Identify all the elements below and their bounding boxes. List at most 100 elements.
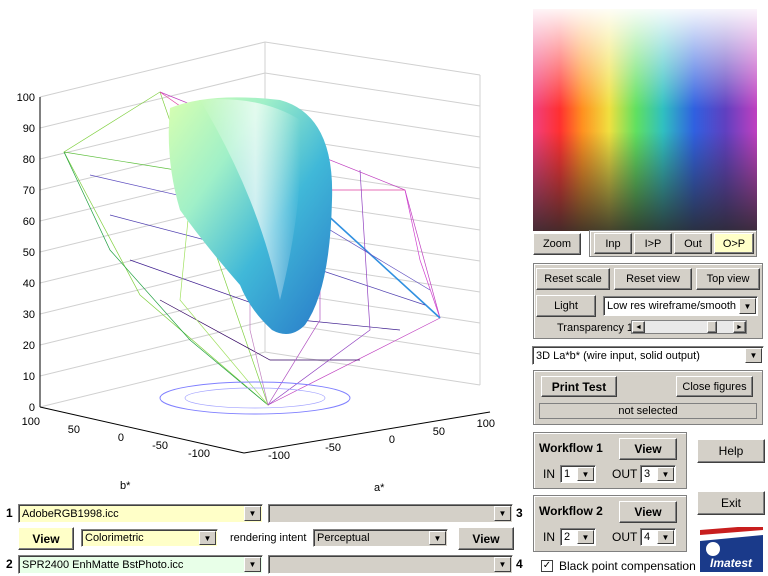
b-tick-label: 100	[22, 416, 40, 428]
b-tick-label: 0	[118, 432, 124, 444]
workflow2-in-value: 2	[564, 531, 571, 543]
black-point-checkbox[interactable]: ✓	[541, 560, 553, 572]
slider-left-arrow-icon[interactable]: ◄	[632, 321, 645, 333]
chevron-down-icon[interactable]: ▼	[494, 506, 511, 521]
gamut-3d-plot[interactable]: 0 10 20 30 40 50 60 70 80 90 100 100 50 0 -50 -100 -10…	[0, 0, 525, 500]
a-tick-label: -50	[325, 442, 341, 454]
intent-right-select[interactable]: Perceptual ▼	[313, 529, 448, 547]
z-tick-label: 80	[23, 154, 35, 166]
tab-inp[interactable]: Inp	[594, 233, 632, 254]
a-tick-label: 0	[389, 434, 395, 446]
tab-o-to-p[interactable]: O>P	[714, 233, 754, 254]
color-map-preview	[533, 9, 757, 231]
exit-button[interactable]: Exit	[697, 491, 765, 515]
zoom-button[interactable]: Zoom	[533, 233, 581, 255]
z-axis-ticks: 0 10 20 30 40 50 60 70 80 90 100	[17, 92, 35, 414]
workflow1-in-select[interactable]: 1 ▼	[560, 465, 596, 483]
render-mode-select[interactable]: Low res wireframe/smooth ▼	[603, 296, 758, 316]
help-button[interactable]: Help	[697, 439, 765, 463]
workflow1-out-value: 3	[644, 468, 651, 480]
workflow2-title: Workflow 2	[539, 504, 603, 518]
gamut-floor-projection	[159, 381, 351, 415]
plot-axes	[39, 97, 491, 454]
z-tick-label: 90	[23, 123, 35, 135]
b-axis-label: b*	[120, 480, 131, 492]
chevron-down-icon[interactable]: ▼	[199, 531, 216, 545]
profile-2-number: 2	[6, 557, 13, 571]
b-tick-label: -50	[152, 440, 168, 452]
print-test-button[interactable]: Print Test	[541, 376, 617, 397]
chevron-down-icon[interactable]: ▼	[745, 348, 762, 363]
output-profile-4-select[interactable]: ▼	[268, 555, 513, 574]
tab-i-to-p[interactable]: I>P	[634, 233, 672, 254]
input-profile-1-select[interactable]: AdobeRGB1998.icc ▼	[18, 504, 263, 523]
intent-left-select[interactable]: Colorimetric ▼	[81, 529, 218, 547]
imatest-logo-graphic	[700, 527, 763, 556]
a-tick-label: -100	[268, 450, 290, 462]
workflow2-out-label: OUT	[612, 530, 638, 544]
view-left-button[interactable]: View	[18, 527, 74, 550]
tab-out[interactable]: Out	[674, 233, 712, 254]
chevron-down-icon[interactable]: ▼	[577, 467, 594, 481]
view-right-button[interactable]: View	[458, 527, 514, 550]
view-mode-value: 3D La*b* (wire input, solid output)	[536, 349, 700, 362]
z-tick-label: 10	[23, 371, 35, 383]
chevron-down-icon[interactable]: ▼	[577, 530, 594, 544]
chevron-down-icon[interactable]: ▼	[657, 530, 674, 544]
input-profile-2-select[interactable]: SPR2400 EnhMatte BstPhoto.icc ▼	[18, 555, 263, 574]
profile-3-number: 3	[516, 506, 523, 520]
z-tick-label: 100	[17, 92, 35, 104]
profile-4-number: 4	[516, 557, 523, 571]
render-mode-value: Low res wireframe/smooth	[607, 300, 736, 312]
workflow2-out-select[interactable]: 4 ▼	[640, 528, 676, 546]
chevron-down-icon[interactable]: ▼	[494, 557, 511, 572]
workflow1-in-value: 1	[564, 468, 571, 480]
workflow2-out-value: 4	[644, 531, 651, 543]
z-tick-label: 0	[29, 402, 35, 414]
reset-scale-button[interactable]: Reset scale	[536, 268, 610, 290]
transparency-slider[interactable]: ◄ ►	[631, 320, 747, 334]
view-mode-select[interactable]: 3D La*b* (wire input, solid output) ▼	[532, 346, 764, 365]
close-figures-button[interactable]: Close figures	[676, 376, 753, 397]
a-tick-label: 100	[477, 418, 495, 430]
chevron-down-icon[interactable]: ▼	[244, 506, 261, 521]
workflow1-in-label: IN	[543, 467, 555, 481]
black-point-label: Black point compensation	[559, 559, 696, 573]
intent-right-value: Perceptual	[317, 532, 370, 544]
workflow2-in-select[interactable]: 2 ▼	[560, 528, 596, 546]
chevron-down-icon[interactable]: ▼	[429, 531, 446, 545]
rendering-intent-label: rendering intent	[230, 532, 307, 544]
chevron-down-icon[interactable]: ▼	[739, 298, 756, 314]
input-profile-2-value: SPR2400 EnhMatte BstPhoto.icc	[22, 558, 184, 571]
chevron-down-icon[interactable]: ▼	[657, 467, 674, 481]
light-button[interactable]: Light	[536, 295, 596, 317]
output-profile-3-select[interactable]: ▼	[268, 504, 513, 523]
b-tick-label: 50	[68, 424, 80, 436]
reset-view-button[interactable]: Reset view	[614, 268, 692, 290]
b-axis-ticks: 100 50 0 -50 -100	[22, 416, 210, 460]
intent-left-value: Colorimetric	[85, 532, 144, 544]
chevron-down-icon[interactable]: ▼	[244, 557, 261, 572]
workflow1-view-button[interactable]: View	[619, 438, 677, 460]
profile-1-number: 1	[6, 506, 13, 520]
z-tick-label: 50	[23, 247, 35, 259]
workflow1-out-label: OUT	[612, 467, 638, 481]
workflow2-view-button[interactable]: View	[619, 501, 677, 523]
z-tick-label: 30	[23, 309, 35, 321]
imatest-logo: Imatest	[700, 527, 763, 572]
b-tick-label: -100	[188, 448, 210, 460]
z-tick-label: 70	[23, 185, 35, 197]
a-tick-label: 50	[433, 426, 445, 438]
imatest-logo-text: Imatest	[710, 556, 753, 570]
a-axis-label: a*	[374, 482, 385, 494]
top-view-button[interactable]: Top view	[696, 268, 760, 290]
z-tick-label: 60	[23, 216, 35, 228]
slider-right-arrow-icon[interactable]: ►	[733, 321, 746, 333]
transparency-label: Transparency 1	[557, 322, 634, 334]
z-tick-label: 20	[23, 340, 35, 352]
slider-thumb[interactable]	[707, 321, 718, 333]
print-test-status: not selected	[539, 403, 757, 419]
workflow2-in-label: IN	[543, 530, 555, 544]
output-gamut-solid	[168, 97, 333, 334]
workflow1-out-select[interactable]: 3 ▼	[640, 465, 676, 483]
